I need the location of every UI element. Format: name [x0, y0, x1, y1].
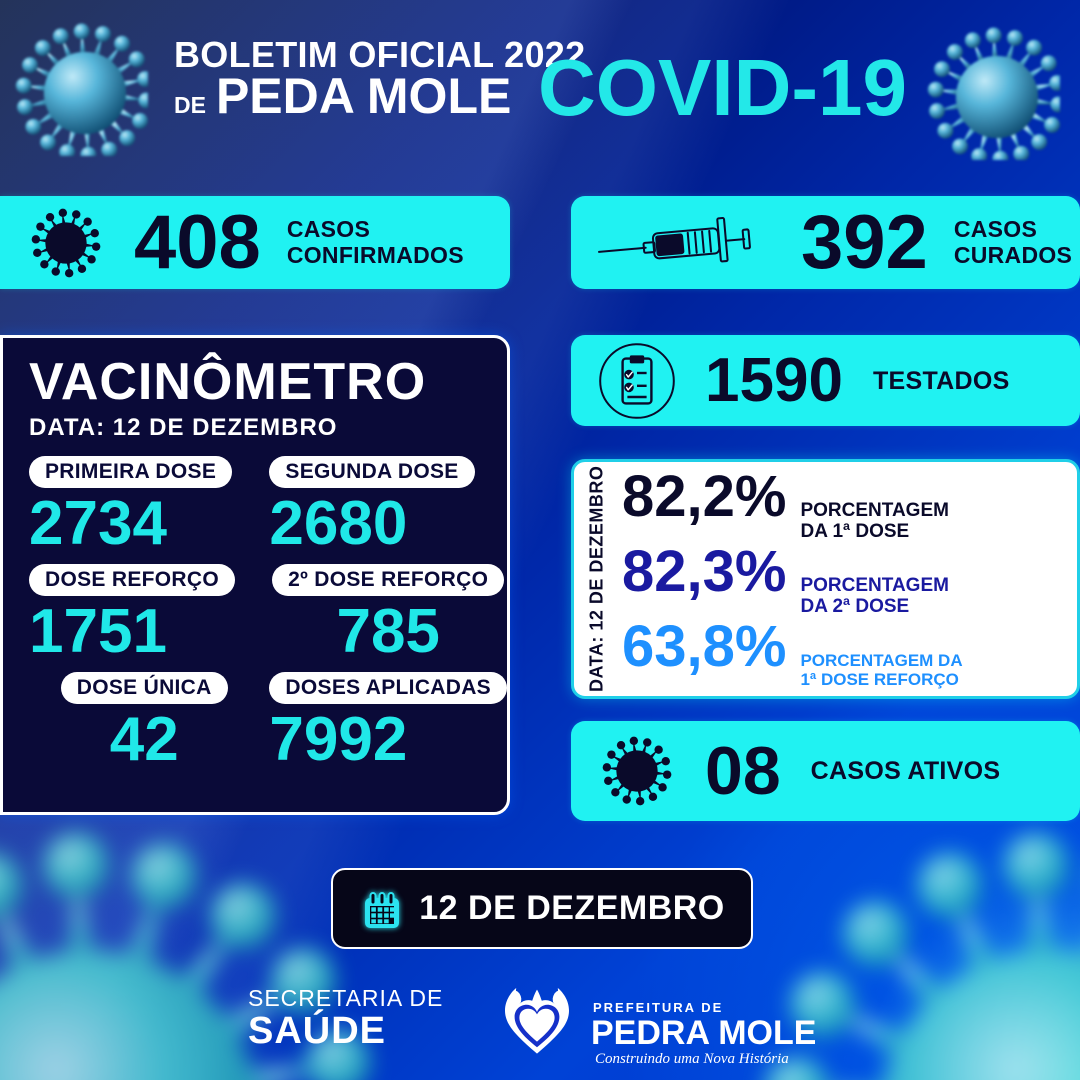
svg-text:Construindo uma Nova História: Construindo uma Nova História	[595, 1051, 789, 1067]
svg-text:PREFEITURA DE: PREFEITURA DE	[593, 1000, 723, 1015]
svg-text:PEDRA MOLE: PEDRA MOLE	[591, 1014, 815, 1052]
